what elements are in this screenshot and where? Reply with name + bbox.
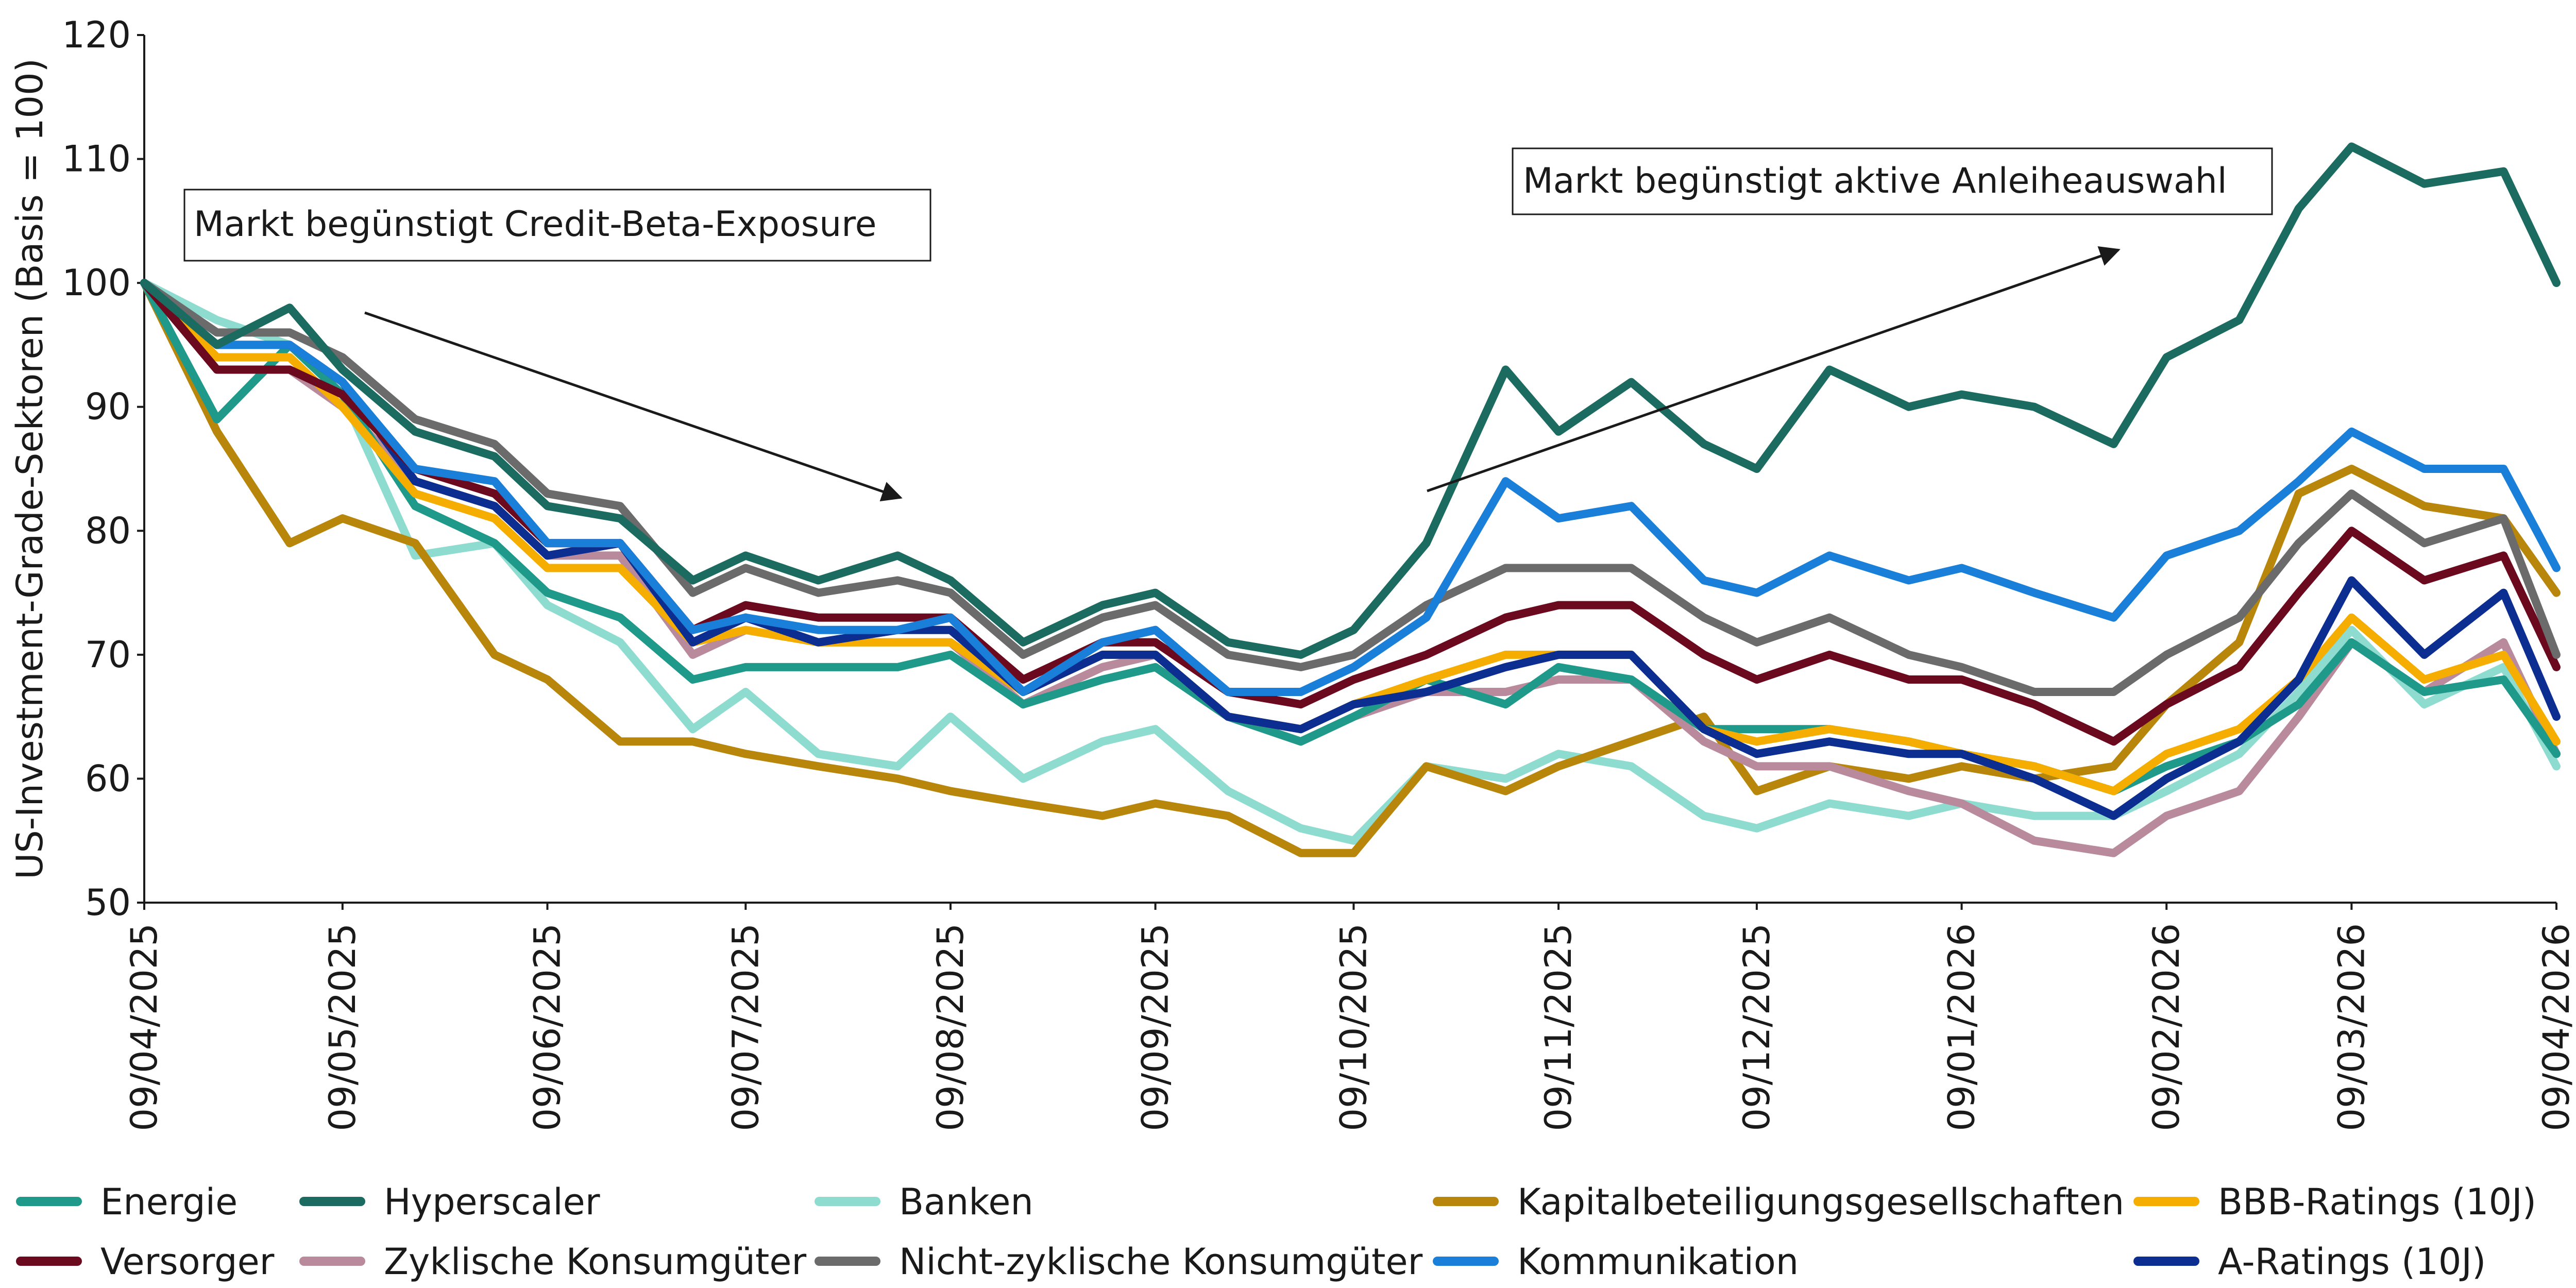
legend-label: Zyklische Konsumgüter xyxy=(384,1241,806,1283)
x-tick-label: 09/12/2025 xyxy=(1736,923,1778,1131)
legend-item: Nicht-zyklische Konsumgüter xyxy=(815,1241,1423,1283)
y-tick-label: 50 xyxy=(85,882,131,924)
legend-item: Hyperscaler xyxy=(299,1181,600,1223)
y-tick-label: 110 xyxy=(62,138,131,180)
x-tick-label: 09/10/2025 xyxy=(1332,923,1375,1131)
annotation-credit-beta: Markt begünstigt Credit-Beta-Exposure xyxy=(183,189,931,502)
legend-item: Banken xyxy=(815,1181,1033,1223)
y-tick-label: 60 xyxy=(85,757,131,800)
legend-label: BBB-Ratings (10J) xyxy=(2218,1181,2536,1223)
y-tick-label: 90 xyxy=(85,386,131,428)
y-tick-label: 70 xyxy=(85,634,131,676)
x-tick-label: 09/04/2025 xyxy=(123,923,165,1131)
series-line-hyperscaler xyxy=(140,142,2561,659)
x-tick-label: 09/06/2025 xyxy=(526,923,568,1131)
y-tick-label: 100 xyxy=(62,262,131,304)
legend-item: Kapitalbeteiligungsgesellschaften xyxy=(1433,1181,2124,1223)
annotation-active-selection: Markt begünstigt aktive Anleiheauswahl xyxy=(1427,147,2273,493)
x-tick-label: 09/01/2026 xyxy=(1941,923,1983,1131)
series-line-nicht-zyklische-konsumgüter xyxy=(140,279,2561,696)
x-ticks: 09/04/2025 09/05/2025 09/06/2025 09/07/2025… xyxy=(123,903,2576,1131)
series-line-banken xyxy=(140,279,2561,845)
x-tick-label: 09/03/2026 xyxy=(2330,923,2372,1131)
annotation-arrow-up xyxy=(1427,246,2121,493)
legend: Energie Hyperscaler Banken Kapitalbeteiligu… xyxy=(16,1181,2536,1283)
legend-label: Hyperscaler xyxy=(384,1181,600,1223)
series-lines xyxy=(140,142,2561,857)
legend-item: BBB-Ratings (10J) xyxy=(2133,1181,2536,1223)
plot-area: 50 60 70 80 90 100 110 120 09/04/2025 09/05/2025… xyxy=(62,14,2576,1131)
x-tick-label: 09/02/2026 xyxy=(2145,923,2188,1131)
annotation-arrow-down xyxy=(364,311,903,502)
x-tick-label: 09/09/2025 xyxy=(1134,923,1177,1131)
x-tick-label: 09/05/2025 xyxy=(321,923,364,1131)
legend-item: Zyklische Konsumgüter xyxy=(299,1241,806,1283)
annotation-box-credit-beta xyxy=(183,189,931,262)
legend-label: Energie xyxy=(100,1181,238,1223)
legend-item: Energie xyxy=(16,1181,238,1223)
legend-item: Kommunikation xyxy=(1433,1241,1799,1283)
x-tick-label: 09/04/2026 xyxy=(2535,923,2576,1131)
series-line-kommunikation xyxy=(140,279,2561,696)
y-tick-label: 80 xyxy=(85,510,131,552)
y-ticks: 50 60 70 80 90 100 110 120 xyxy=(62,14,144,924)
x-tick-label: 09/11/2025 xyxy=(1537,923,1580,1131)
series-line-energie xyxy=(140,279,2561,795)
legend-item: Versorger xyxy=(16,1241,275,1283)
annotation-box-active-selection xyxy=(1512,147,2273,215)
legend-label: Kommunikation xyxy=(1517,1241,1799,1283)
x-tick-label: 09/07/2025 xyxy=(724,923,767,1131)
annotation-text-credit-beta: Markt begünstigt Credit-Beta-Exposure xyxy=(194,204,877,245)
legend-label: Versorger xyxy=(100,1241,275,1283)
legend-label: Nicht-zyklische Konsumgüter xyxy=(899,1241,1423,1283)
y-axis-title: US-Investment-Grade-Sektoren (Basis = 10… xyxy=(9,58,51,879)
legend-label: A-Ratings (10J) xyxy=(2218,1241,2486,1283)
legend-item: A-Ratings (10J) xyxy=(2133,1241,2486,1283)
series-line-a-ratings-10j xyxy=(140,279,2561,820)
legend-label: Kapitalbeteiligungsgesellschaften xyxy=(1517,1181,2124,1223)
annotation-text-active-selection: Markt begünstigt aktive Anleiheauswahl xyxy=(1523,161,2227,201)
y-tick-label: 120 xyxy=(62,14,131,56)
x-tick-label: 09/08/2025 xyxy=(929,923,972,1131)
legend-label: Banken xyxy=(899,1181,1033,1223)
